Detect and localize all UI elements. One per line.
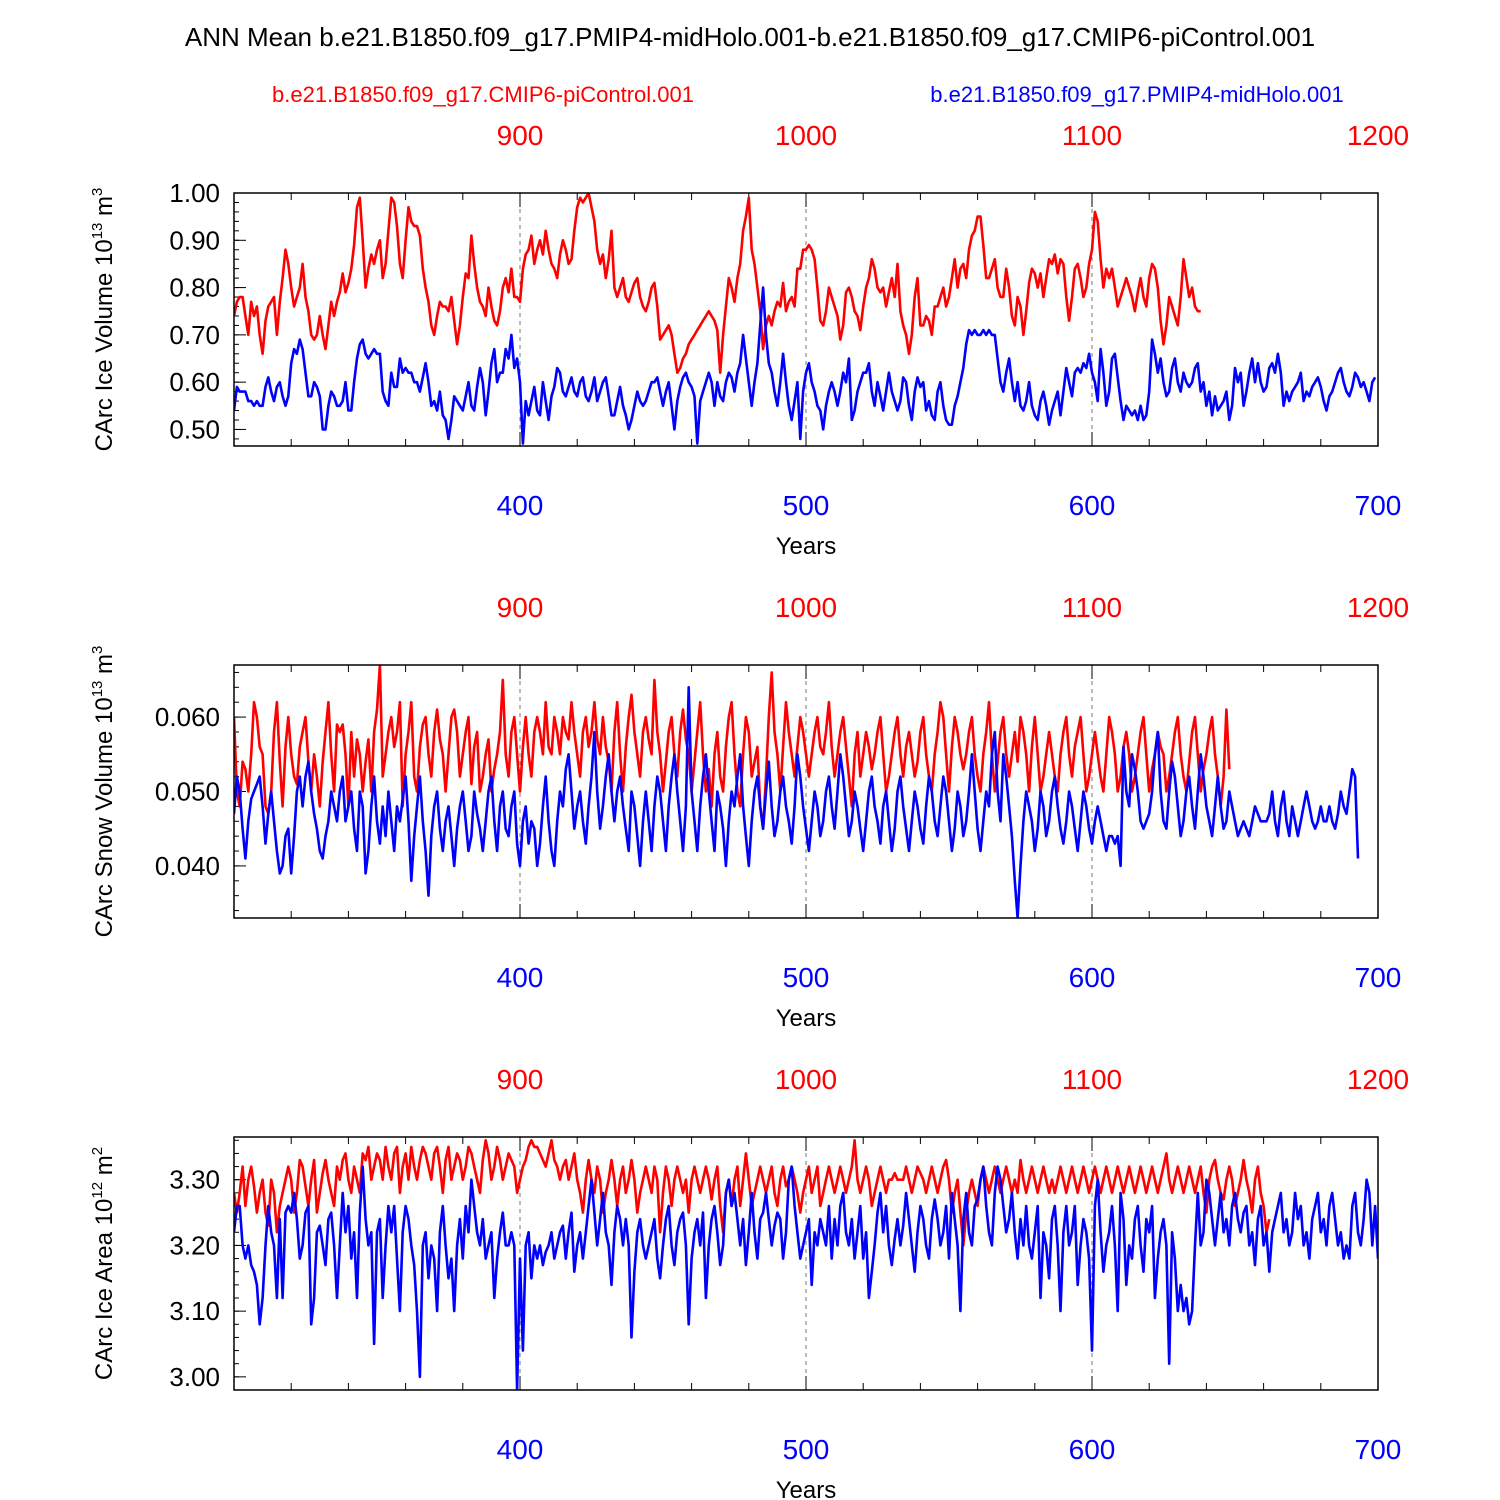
x-axis-label: Years [776,1005,837,1032]
panels-container: 1.00 0.90 0.80 0.70 0.60 0.50 400 500 600 700 900 1… [89,120,1409,1500]
series-line-midholo [234,286,1377,445]
x-tick-label-top: 900 [497,592,544,623]
y-axis-label-text: m [91,654,118,681]
y-axis-label: CArc Ice Area 1012 m2 [89,1147,118,1380]
x-tick-label-top: 1200 [1347,592,1409,623]
y-axis-label-superscript: 12 [89,1182,106,1199]
y-tick-label: 0.060 [155,702,220,732]
y-axis-label-text: CArc Ice Volume 10 [91,239,118,451]
y-tick-label: 3.00 [169,1362,220,1392]
y-tick-label: 3.20 [169,1230,220,1260]
x-tick-label-bottom: 700 [1355,962,1402,993]
y-tick-label: 0.90 [169,225,220,255]
y-tick-label: 0.040 [155,851,220,881]
x-tick-label-bottom: 600 [1069,490,1116,521]
y-axis-label-superscript: 3 [89,646,106,654]
series-line-picontrol [234,665,1231,831]
x-tick-label-top: 1200 [1347,120,1409,151]
legend-picontrol: b.e21.B1850.f09_g17.CMIP6-piControl.001 [272,82,694,107]
plot-frame [233,664,1379,919]
x-tick-label-bottom: 500 [783,962,830,993]
y-axis-label-text: m [91,196,118,223]
y-tick-label: 1.00 [169,178,220,208]
y-axis-label: CArc Snow Volume 1013 m3 [89,646,118,938]
x-tick-label-top: 1100 [1062,120,1122,151]
y-tick-label: 0.70 [169,320,220,350]
x-tick-label-top: 1000 [775,592,837,623]
x-tick-label-bottom: 600 [1069,962,1116,993]
y-axis-label-superscript: 13 [89,681,106,698]
panel-ice-volume: 1.00 0.90 0.80 0.70 0.60 0.50 400 500 600 700 900 1… [89,120,1409,560]
plot-frame [233,192,1379,447]
x-tick-label-bottom: 400 [497,490,544,521]
y-tick-label: 0.050 [155,777,220,807]
x-tick-label-bottom: 400 [497,962,544,993]
panel-snow-volume: 0.060 0.050 0.040 400 500 600 700 900 1000 1100 12… [89,592,1409,1032]
x-tick-label-top: 1200 [1347,1064,1409,1095]
y-axis-label-text: CArc Ice Area 10 [91,1199,118,1380]
plot-frame [233,1136,1379,1391]
y-tick-label: 0.60 [169,367,220,397]
series-line-midholo [234,685,1360,918]
y-axis-label-superscript: 3 [89,188,106,196]
x-tick-label-top: 1000 [775,1064,837,1095]
x-tick-label-top: 1000 [775,120,837,151]
x-tick-label-bottom: 400 [497,1434,544,1465]
panel-ice-area: 3.30 3.20 3.10 3.00 400 500 600 700 900 1000 1100 1… [89,1064,1409,1500]
y-axis-label-superscript: 2 [89,1147,106,1155]
x-tick-label-bottom: 500 [783,1434,830,1465]
x-axis-label: Years [776,533,837,560]
y-tick-label: 3.30 [169,1165,220,1195]
x-axis-label: Years [776,1477,837,1500]
x-tick-label-bottom: 700 [1355,490,1402,521]
y-tick-label: 3.10 [169,1296,220,1326]
y-tick-label: 0.50 [169,414,220,444]
series-line-picontrol [234,193,1201,375]
x-tick-label-top: 900 [497,1064,544,1095]
y-axis-label: CArc Ice Volume 1013 m3 [89,188,118,452]
figure-title: ANN Mean b.e21.B1850.f09_g17.PMIP4-midHo… [185,22,1315,52]
x-tick-label-top: 900 [497,120,544,151]
x-tick-label-bottom: 700 [1355,1434,1402,1465]
y-axis-label-text: m [91,1155,118,1182]
y-axis-label-text: CArc Snow Volume 10 [91,697,118,937]
y-tick-label: 0.80 [169,273,220,303]
x-tick-label-top: 1100 [1062,1064,1122,1095]
y-axis-label-superscript: 13 [89,223,106,240]
x-tick-label-bottom: 500 [783,490,830,521]
series-line-midholo [234,1165,1378,1390]
x-tick-label-bottom: 600 [1069,1434,1116,1465]
x-tick-label-top: 1100 [1062,592,1122,623]
legend-midholo: b.e21.B1850.f09_g17.PMIP4-midHolo.001 [930,82,1343,107]
